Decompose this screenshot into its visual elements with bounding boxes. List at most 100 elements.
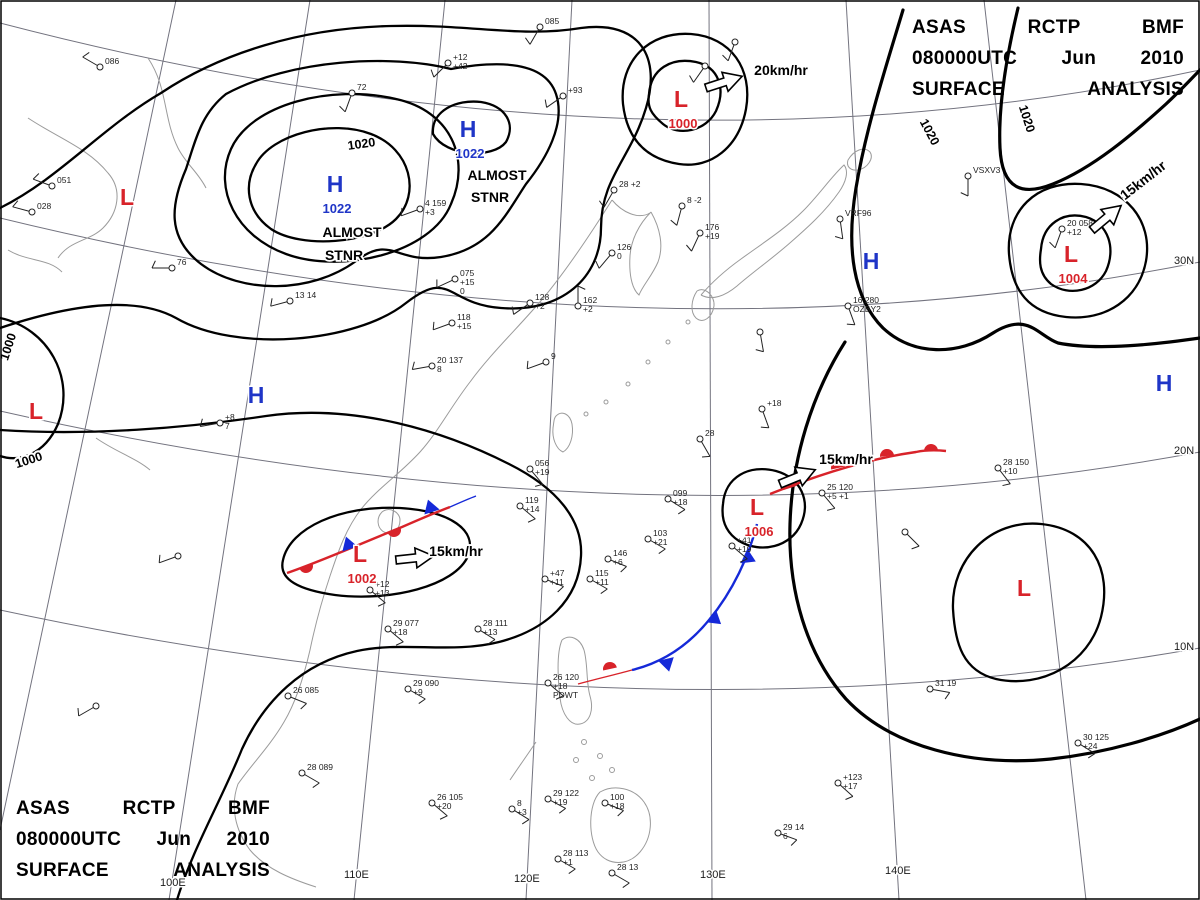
wind-barb-icon bbox=[701, 441, 711, 457]
wind-barb-icon bbox=[511, 306, 515, 315]
wind-barb-icon bbox=[739, 558, 748, 563]
coastline-island bbox=[609, 767, 615, 773]
station-circle-icon bbox=[526, 465, 534, 473]
station-value-text: +19 bbox=[553, 797, 568, 807]
station-circle-icon bbox=[348, 89, 356, 97]
isobar-line bbox=[281, 506, 471, 598]
station-circle-icon bbox=[586, 575, 594, 583]
station-value-text: 146 bbox=[613, 548, 627, 558]
wind-barb-icon bbox=[78, 707, 94, 717]
wind-barb-icon bbox=[727, 44, 735, 61]
chart-type-text: SURFACE ANALYSIS bbox=[912, 79, 1184, 100]
wind-barb-icon bbox=[592, 580, 608, 590]
station-circle-icon bbox=[1058, 225, 1066, 233]
station-plot bbox=[722, 38, 739, 62]
wind-barb-icon bbox=[32, 173, 40, 180]
wind-barb-icon bbox=[686, 244, 692, 252]
station-plot: 28 150+10 bbox=[994, 457, 1029, 487]
pressure-center-low: L 1004 bbox=[1057, 240, 1090, 288]
coastline-island bbox=[603, 399, 609, 405]
chart-id-text: ASAS RCTP BMF bbox=[16, 798, 270, 819]
wind-barb-icon bbox=[418, 698, 426, 704]
graticule-line bbox=[708, 0, 713, 900]
wind-barb-icon bbox=[158, 554, 161, 563]
wind-barb-icon bbox=[290, 696, 307, 704]
isobar-value-label: 1020 bbox=[347, 135, 377, 153]
annotation-text: STNR bbox=[325, 247, 363, 263]
pressure-center-high: H bbox=[1154, 369, 1174, 398]
coastline-path bbox=[147, 57, 207, 189]
annotation-text: 15km/hr bbox=[429, 543, 483, 559]
wind-barb-icon bbox=[377, 602, 386, 607]
station-plot: 29 090+9 bbox=[404, 678, 439, 704]
wind-barb-icon bbox=[531, 470, 544, 485]
warm-front-line bbox=[577, 669, 633, 685]
movement-arrow bbox=[703, 71, 744, 93]
coastline-island bbox=[573, 757, 579, 763]
station-value-text: +13 bbox=[375, 588, 390, 598]
wind-barb-icon bbox=[410, 690, 426, 700]
station-circle-icon bbox=[818, 489, 826, 497]
station-plot: 29 077+18 bbox=[384, 618, 419, 646]
pressure-center-letter: L bbox=[353, 541, 367, 567]
wind-barb-icon bbox=[12, 206, 30, 212]
station-value-text: +18 bbox=[673, 497, 688, 507]
station-value-text: +13 bbox=[483, 627, 498, 637]
station-value-text: 9 bbox=[551, 351, 556, 361]
station-value-text: 0 bbox=[617, 251, 622, 261]
coastline-path bbox=[590, 787, 651, 863]
wind-barb-icon bbox=[760, 334, 764, 352]
grid-label: 30N bbox=[1174, 255, 1194, 267]
wind-barb-icon bbox=[339, 105, 346, 113]
front-symbol-warm bbox=[880, 449, 894, 457]
station-value-text: 25 120 bbox=[827, 482, 853, 492]
annotation-text: 20km/hr bbox=[754, 62, 808, 78]
station-value-text: +17 bbox=[843, 781, 858, 791]
station-plot: 085 bbox=[525, 16, 559, 45]
station-value-text: +19 bbox=[705, 231, 720, 241]
wind-barb-icon bbox=[521, 507, 536, 520]
wind-barb-icon bbox=[432, 321, 435, 330]
station-value-text: 099 bbox=[673, 488, 687, 498]
wind-barb-icon bbox=[555, 695, 564, 700]
station-value-text: +93 bbox=[568, 85, 583, 95]
coastline-path bbox=[233, 199, 613, 888]
station-circle-icon bbox=[366, 586, 374, 594]
coastline-path bbox=[509, 741, 537, 781]
isobar-line bbox=[850, 8, 1200, 352]
station-plot: 9 bbox=[526, 351, 556, 370]
wind-barb-icon bbox=[760, 426, 769, 429]
station-value-text: 29 14 bbox=[783, 822, 805, 832]
station-value-text: 8 -2 bbox=[687, 195, 702, 205]
station-plot: +87 bbox=[199, 412, 235, 431]
station-circle-icon bbox=[901, 528, 909, 536]
station-circle-icon bbox=[544, 795, 552, 803]
station-value-text: 051 bbox=[57, 175, 71, 185]
pressure-center-high: H bbox=[861, 247, 881, 276]
wind-barb-icon bbox=[558, 807, 566, 814]
wind-barb-icon bbox=[622, 882, 630, 888]
isobar-line bbox=[0, 411, 583, 900]
station-circle-icon bbox=[728, 542, 736, 550]
wind-barb-icon bbox=[430, 69, 435, 78]
station-circle-icon bbox=[731, 38, 739, 46]
station-plot: +12+42 bbox=[430, 52, 468, 78]
station-value-text: +12 bbox=[453, 52, 468, 62]
wind-barb-icon bbox=[1002, 483, 1011, 487]
station-value-text: VSXV3 bbox=[973, 165, 1001, 175]
station-value-text: 075 bbox=[460, 268, 474, 278]
station-circle-icon bbox=[542, 358, 550, 366]
station-value-text: 4 159 bbox=[425, 198, 447, 208]
station-plot: 28 113+1 bbox=[554, 848, 589, 874]
movement-arrow bbox=[1088, 204, 1123, 235]
station-value-text: 26 105 bbox=[437, 792, 463, 802]
station-circle-icon bbox=[758, 405, 766, 413]
station-plot: 086 bbox=[82, 52, 119, 71]
wind-barb-icon bbox=[733, 547, 748, 560]
station-value-text: 085 bbox=[545, 16, 559, 26]
front-symbol-warm bbox=[387, 527, 401, 537]
station-value-text: 28 150 bbox=[1003, 457, 1029, 467]
station-circle-icon bbox=[284, 692, 292, 700]
station-plot: 099+18 bbox=[664, 488, 688, 515]
wind-barb-icon bbox=[999, 470, 1011, 485]
